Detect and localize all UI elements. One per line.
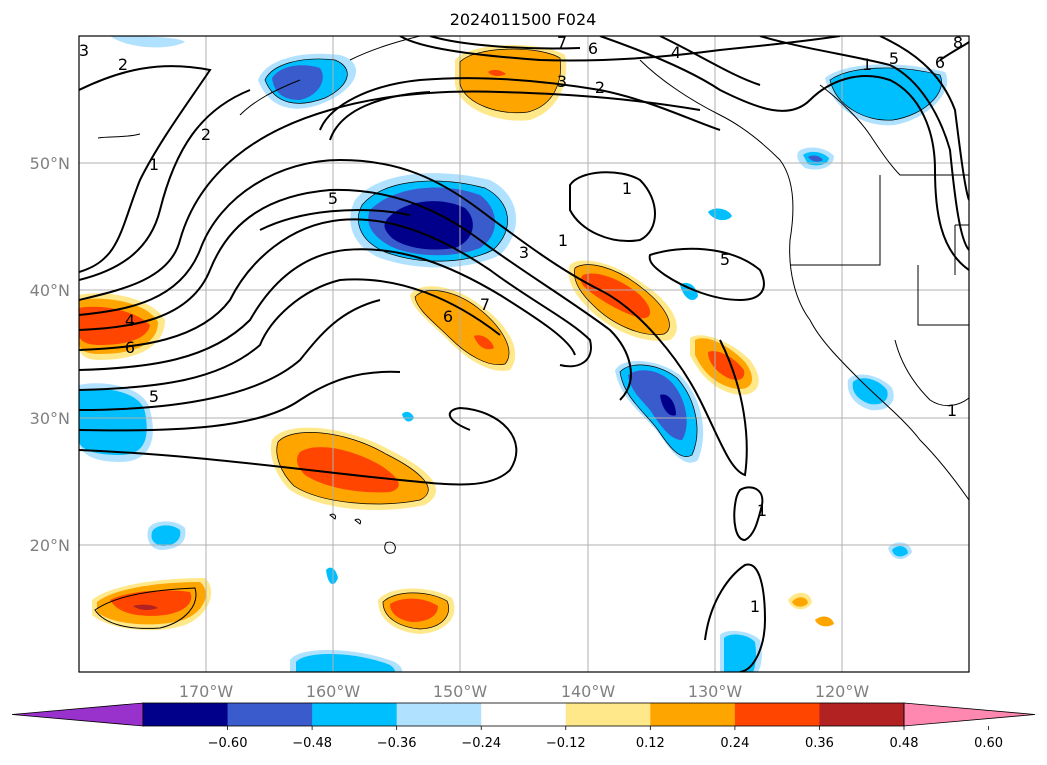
contour-label: 5 xyxy=(328,189,338,208)
contour-label: 5 xyxy=(149,387,159,406)
contour-label: 1 xyxy=(757,501,767,520)
colorbar-tick-label: 0.24 xyxy=(720,736,749,751)
lat-tick-label: 50°N xyxy=(30,154,70,173)
lat-tick-labels: 50°N 40°N 30°N 20°N xyxy=(30,154,70,555)
colorbar-swatch xyxy=(312,703,398,726)
colorbar-tick-label: 0.60 xyxy=(974,736,1003,751)
lat-tick-label: 20°N xyxy=(30,536,70,555)
contour-label: 7 xyxy=(480,295,490,314)
contour-label: 1 xyxy=(947,401,957,420)
contour-label: 1 xyxy=(558,231,568,250)
lat-tick-label: 40°N xyxy=(30,281,70,300)
contour-label: 3 xyxy=(519,243,529,262)
lat-lon-grid xyxy=(79,36,969,672)
contour-labels: 3 2 7 6 4 3 2 5 6 8 2 1 1 5 3 1 1 4 6 7 xyxy=(79,33,963,616)
colorbar-tick-label: 0.36 xyxy=(805,736,834,751)
colorbar-extend-min xyxy=(11,702,144,727)
contour-label: 1 xyxy=(862,55,872,74)
contour-label: 6 xyxy=(588,39,598,58)
coastlines xyxy=(94,36,969,629)
map-frame xyxy=(78,35,970,673)
contour-label: 1 xyxy=(750,597,760,616)
colorbar-tick-label: −0.60 xyxy=(208,736,248,751)
lon-tick-label: 160°W xyxy=(306,682,361,701)
figure-title: 2024011500 F024 xyxy=(450,10,597,29)
colorbar: −0.60 −0.48 −0.36 −0.24 −0.12 0.12 0.24 0.36 0.4… xyxy=(11,702,1036,751)
line-contours xyxy=(79,36,969,672)
contour-label: 5 xyxy=(889,49,899,68)
colorbar-tick-label: 0.48 xyxy=(890,736,919,751)
contour-label: 2 xyxy=(201,125,211,144)
contour-label: 4 xyxy=(671,43,681,62)
contour-label: 2 xyxy=(118,55,128,74)
anomaly-outlines xyxy=(264,48,942,630)
colorbar-tick-label: −0.36 xyxy=(377,736,417,751)
contour-label: 5 xyxy=(720,250,730,269)
colorbar-swatch xyxy=(565,703,651,726)
lon-tick-label: 140°W xyxy=(561,682,616,701)
colorbar-swatch xyxy=(396,703,482,726)
lat-tick-label: 30°N xyxy=(30,409,70,428)
colorbar-outline xyxy=(142,702,905,727)
contour-label: 1 xyxy=(622,179,632,198)
lon-tick-label: 150°W xyxy=(433,682,488,701)
lon-tick-labels: 170°W 160°W 150°W 140°W 130°W 120°W xyxy=(179,682,870,701)
colorbar-tick-label: 0.12 xyxy=(636,736,665,751)
contour-label: 2 xyxy=(595,78,605,97)
colorbar-extend-max xyxy=(903,702,1036,727)
colorbar-swatch xyxy=(481,703,567,726)
shaded-anomalies xyxy=(79,36,948,672)
contour-label: 4 xyxy=(125,311,135,330)
colorbar-swatch xyxy=(143,703,229,726)
colorbar-swatch xyxy=(819,703,905,726)
lon-tick-label: 120°W xyxy=(815,682,870,701)
contour-label: 1 xyxy=(149,155,159,174)
colorbar-tick-label: −0.12 xyxy=(546,736,586,751)
contour-label: 6 xyxy=(443,307,453,326)
contour-label: 3 xyxy=(557,72,567,91)
colorbar-swatch xyxy=(734,703,820,726)
colorbar-tick-label: −0.48 xyxy=(292,736,332,751)
contour-label: 7 xyxy=(557,33,567,52)
contour-label: 6 xyxy=(125,338,135,357)
contour-label: 8 xyxy=(953,33,963,52)
colorbar-tick-label: −0.24 xyxy=(461,736,501,751)
colorbar-swatch xyxy=(227,703,313,726)
lon-tick-label: 170°W xyxy=(179,682,234,701)
contour-label: 3 xyxy=(79,41,89,60)
colorbar-swatch xyxy=(650,703,736,726)
map-panel: 3 2 7 6 4 3 2 5 6 8 2 1 1 5 3 1 1 4 6 7 xyxy=(78,33,970,673)
contour-label: 6 xyxy=(935,53,945,72)
lon-tick-label: 130°W xyxy=(688,682,743,701)
